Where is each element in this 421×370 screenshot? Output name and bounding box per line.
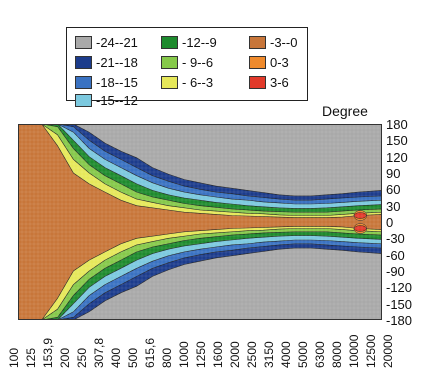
x-tick-label: 200 [58, 347, 72, 368]
legend-swatch [161, 75, 178, 89]
legend-swatch [75, 75, 92, 89]
legend-swatch [75, 35, 92, 49]
y-tick-label: 90 [386, 166, 401, 181]
y-tick-label: 0 [386, 215, 394, 230]
legend-item: 0-3 [249, 54, 289, 70]
x-tick-label: 400 [109, 347, 123, 368]
y-tick-label: 120 [386, 149, 408, 165]
contour-plot [18, 124, 382, 320]
legend-label: -18--15 [96, 74, 138, 90]
legend-label: -15--12 [96, 92, 138, 108]
x-tick-label: 4000 [279, 341, 293, 368]
y-axis-title: Degree [322, 103, 368, 119]
y-tick-label: -30 [386, 231, 405, 247]
y-tick-label: 60 [386, 182, 401, 198]
legend-swatch [75, 55, 92, 69]
x-tick-label: 100 [7, 347, 21, 368]
plot-grid [18, 124, 382, 320]
contour-hotspot [354, 225, 367, 232]
legend-swatch [249, 75, 266, 89]
legend-label: -12--9 [182, 34, 217, 50]
x-tick-label: 8000 [330, 341, 344, 368]
contour-hotspot [354, 212, 367, 219]
x-tick-label: 153,9 [41, 337, 55, 368]
legend-item: -21--18 [75, 54, 138, 70]
y-tick-label: -90 [386, 264, 405, 279]
y-tick-label: -60 [386, 247, 405, 263]
contour-band [18, 124, 382, 320]
x-tick-label: 20000 [381, 334, 395, 368]
legend-swatch [75, 93, 92, 107]
x-tick-label: 500 [126, 347, 140, 368]
y-tick-label: -150 [386, 296, 413, 312]
x-tick-label: 3150 [262, 341, 276, 368]
plot-area [18, 124, 382, 320]
y-tick-label: -180 [386, 313, 413, 328]
legend-swatch [249, 55, 266, 69]
x-tick-label: 615,6 [143, 337, 157, 368]
x-tick-label: 1600 [211, 341, 225, 368]
legend-label: 3-6 [270, 74, 289, 90]
legend-label: 0-3 [270, 54, 289, 70]
x-tick-label: 6300 [313, 341, 327, 368]
legend-item: -18--15 [75, 74, 138, 90]
x-tick-label: 1000 [177, 341, 191, 368]
x-tick-label: 125 [24, 347, 38, 368]
x-tick-label: 1250 [194, 341, 208, 368]
legend-item: -15--12 [75, 92, 138, 108]
legend-label: -3--0 [270, 34, 298, 50]
legend-item: - 6--3 [161, 74, 213, 90]
legend-item: - 9--6 [161, 54, 213, 70]
x-tick-label: 10000 [347, 334, 361, 368]
y-tick-label: 30 [386, 198, 401, 214]
legend-label: -21--18 [96, 54, 138, 70]
x-tick-label: 2000 [228, 341, 242, 368]
legend-label: -24--21 [96, 34, 138, 50]
legend-item: 3-6 [249, 74, 289, 90]
y-tick-label: -120 [386, 280, 413, 296]
legend-item: -24--21 [75, 34, 138, 50]
y-tick-label: 150 [386, 133, 408, 149]
x-tick-label: 5000 [296, 341, 310, 368]
legend-item: -12--9 [161, 34, 217, 50]
y-tick-label: 180 [386, 117, 408, 132]
chart-legend: -24--21 -21--18 -18--15 -15--12 -12--9 - 9--6… [66, 27, 308, 108]
x-tick-label: 307,8 [92, 337, 106, 368]
x-tick-label: 2500 [245, 341, 259, 368]
legend-swatch [161, 55, 178, 69]
x-tick-label: 12500 [364, 334, 378, 368]
x-tick-label: 250 [75, 347, 89, 368]
legend-swatch [249, 35, 266, 49]
x-tick-label: 800 [160, 347, 174, 368]
legend-swatch [161, 35, 178, 49]
legend-label: - 9--6 [182, 54, 214, 70]
legend-label: - 6--3 [182, 74, 214, 90]
legend-item: -3--0 [249, 34, 297, 50]
plot-frame [18, 124, 382, 320]
